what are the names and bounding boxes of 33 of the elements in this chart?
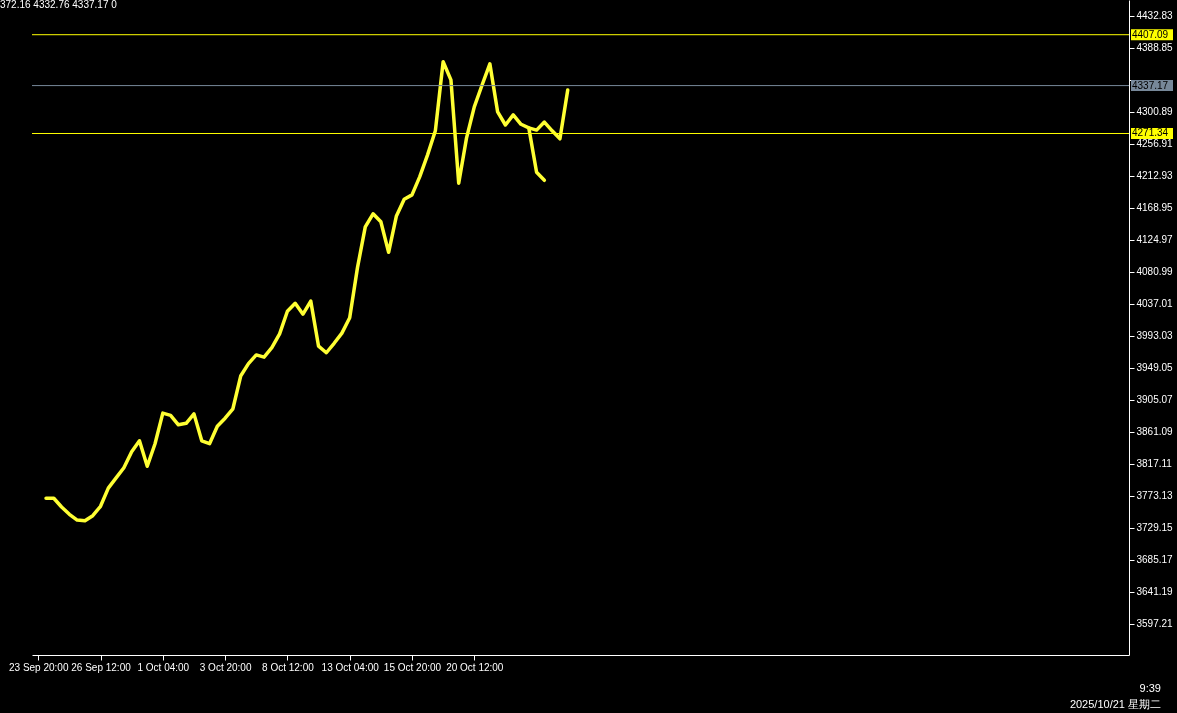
x-tick-label: 26 Sep 12:00 (71, 661, 132, 673)
y-tick-label: 3993.03 (1136, 330, 1174, 342)
ref-line-label: 4271.34 (1132, 127, 1169, 139)
y-tick-label: 3641.19 (1136, 586, 1174, 598)
ref-line-label: 4407.09 (1132, 28, 1169, 40)
y-tick-label: 4300.89 (1136, 106, 1174, 118)
y-tick-label: 4037.01 (1136, 298, 1174, 310)
text: 9:39 (1139, 682, 1161, 694)
y-tick-label: 3597.21 (1136, 618, 1174, 630)
y-tick-label: 4124.97 (1136, 234, 1174, 246)
x-tick-label: 1 Oct 04:00 (137, 661, 190, 673)
text: 2025/10/21 星期二 (1069, 698, 1161, 710)
x-tick-label: 20 Oct 12:00 (446, 661, 504, 673)
y-tick-label: 3773.13 (1136, 490, 1174, 502)
x-tick-label: 15 Oct 20:00 (383, 661, 442, 673)
x-tick-label: 23 Sep 20:00 (8, 661, 69, 673)
y-tick-label: 4212.93 (1136, 170, 1174, 182)
y-tick-label: 4168.95 (1136, 202, 1174, 214)
y-tick-label: 4388.85 (1136, 42, 1174, 54)
x-tick-label: 3 Oct 20:00 (199, 661, 252, 673)
y-tick-label: 3905.07 (1136, 394, 1174, 406)
y-tick-label: 4432.83 (1136, 10, 1174, 22)
x-tick-label: 13 Oct 04:00 (321, 661, 380, 673)
y-tick-label: 4080.99 (1136, 266, 1174, 278)
y-tick-label: 3861.09 (1136, 426, 1174, 438)
ref-line-label: 4337.17 (1132, 79, 1169, 91)
y-tick-label: 3729.15 (1136, 522, 1174, 534)
y-tick-label: 3685.17 (1136, 554, 1174, 566)
annotation: 372.16 4332.76 4337.17 0 (0, 0, 118, 10)
x-tick-label: 8 Oct 12:00 (262, 661, 315, 673)
y-tick-label: 3817.11 (1136, 458, 1173, 470)
y-tick-label: 4256.91 (1136, 138, 1174, 150)
y-tick-label: 3949.05 (1136, 362, 1174, 374)
